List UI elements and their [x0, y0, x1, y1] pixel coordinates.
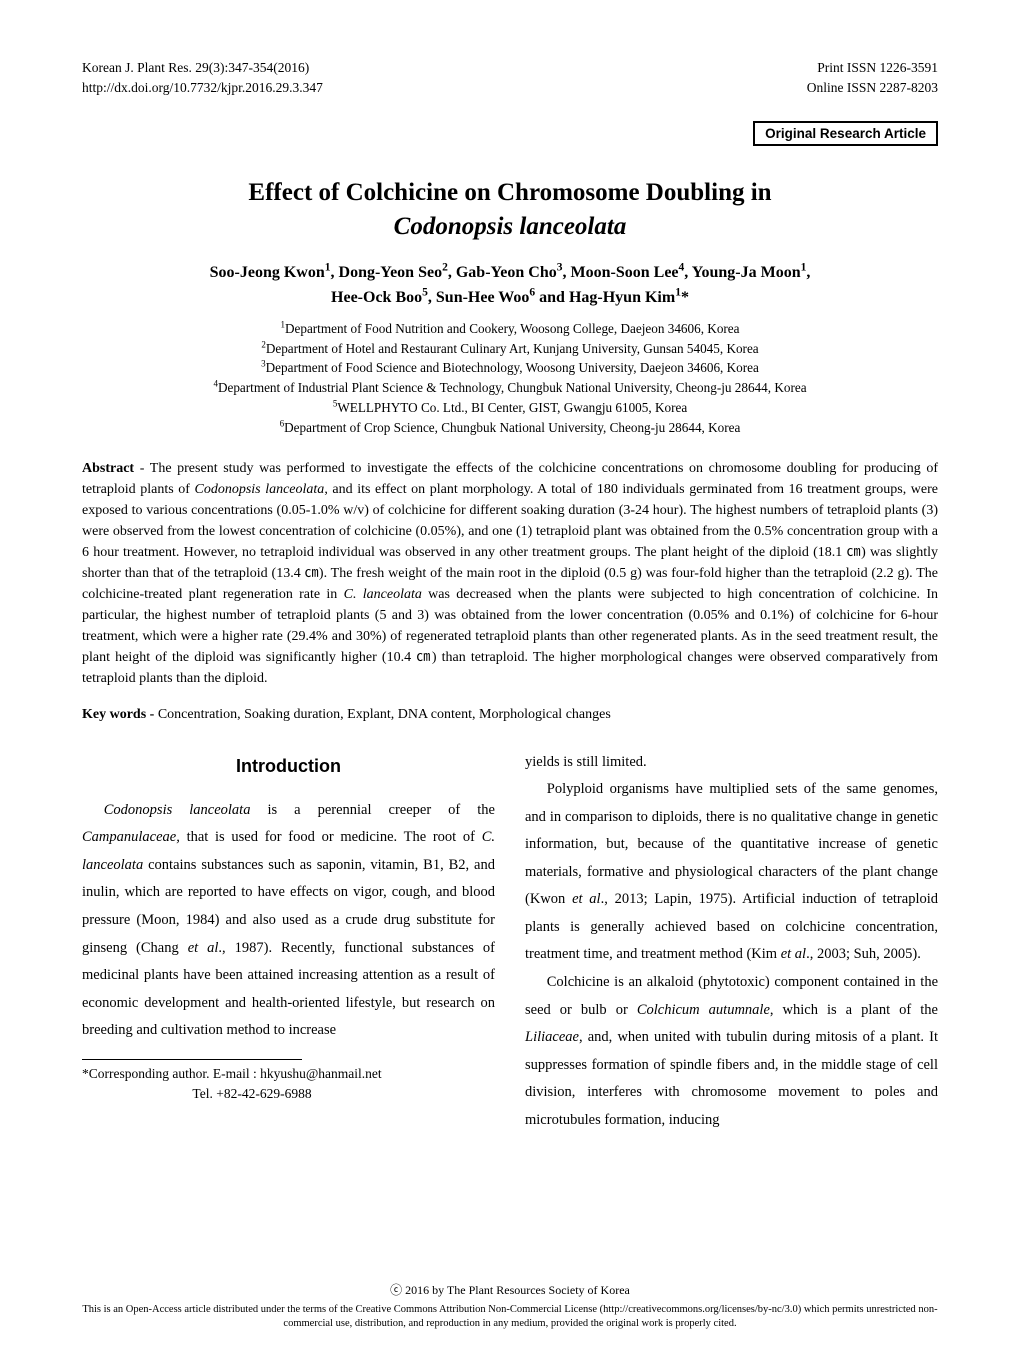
title-line2-species: Codonopsis lanceolata: [82, 210, 938, 244]
running-header: Korean J. Plant Res. 29(3):347-354(2016)…: [82, 58, 938, 97]
body-columns: Introduction Codonopsis lanceolata is a …: [82, 749, 938, 1135]
affil-6: 6Department of Crop Science, Chungbuk Na…: [82, 418, 938, 438]
affil-2: 2Department of Hotel and Restaurant Culi…: [82, 339, 938, 359]
left-column: Introduction Codonopsis lanceolata is a …: [82, 749, 495, 1105]
right-p2: Polyploid organisms have multiplied sets…: [525, 776, 938, 969]
corresponding-author: *Corresponding author. E-mail : hkyushu@…: [82, 1064, 495, 1105]
header-right: Print ISSN 1226-3591 Online ISSN 2287-82…: [807, 58, 938, 97]
affil-5: 5WELLPHYTO Co. Ltd., BI Center, GIST, Gw…: [82, 398, 938, 418]
print-issn: Print ISSN 1226-3591: [817, 58, 938, 78]
page: Korean J. Plant Res. 29(3):347-354(2016)…: [0, 0, 1020, 1361]
affil-4: 4Department of Industrial Plant Science …: [82, 378, 938, 398]
intro-p1: Codonopsis lanceolata is a perennial cre…: [82, 797, 495, 1045]
copyright-line: ⓒ 2016 by The Plant Resources Society of…: [82, 1282, 938, 1298]
page-footer: ⓒ 2016 by The Plant Resources Society of…: [82, 1282, 938, 1331]
abstract: Abstract - The present study was perform…: [82, 458, 938, 689]
right-column: yields is still limited. Polyploid organ…: [525, 749, 938, 1135]
abstract-label: Abstract: [82, 461, 134, 476]
online-issn: Online ISSN 2287-8203: [807, 78, 938, 98]
affiliations: 1Department of Food Nutrition and Cooker…: [82, 319, 938, 438]
corresponding-rule: [82, 1059, 302, 1060]
title-line1: Effect of Colchicine on Chromosome Doubl…: [82, 176, 938, 210]
author-list: Soo-Jeong Kwon1, Dong-Yeon Seo2, Gab-Yeo…: [82, 260, 938, 311]
doi-link[interactable]: http://dx.doi.org/10.7732/kjpr.2016.29.3…: [82, 78, 323, 98]
corresp-email: *Corresponding author. E-mail : hkyushu@…: [82, 1064, 495, 1084]
section-heading-introduction: Introduction: [82, 749, 495, 783]
authors-line2: Hee-Ock Boo5, Sun-Hee Woo6 and Hag-Hyun …: [82, 285, 938, 311]
abstract-text: - The present study was performed to inv…: [82, 461, 938, 686]
affil-3: 3Department of Food Science and Biotechn…: [82, 358, 938, 378]
journal-citation: Korean J. Plant Res. 29(3):347-354(2016): [82, 58, 323, 78]
right-p3: Colchicine is an alkaloid (phytotoxic) c…: [525, 969, 938, 1134]
article-title: Effect of Colchicine on Chromosome Doubl…: [82, 176, 938, 244]
keywords: Key words - Concentration, Soaking durat…: [82, 707, 938, 723]
authors-line1: Soo-Jeong Kwon1, Dong-Yeon Seo2, Gab-Yeo…: [82, 260, 938, 286]
header-left: Korean J. Plant Res. 29(3):347-354(2016)…: [82, 58, 323, 97]
corresp-tel: Tel. +82-42-629-6988: [82, 1084, 422, 1104]
article-type-badge: Original Research Article: [753, 121, 938, 146]
right-p1: yields is still limited.: [525, 749, 938, 777]
keywords-text: Concentration, Soaking duration, Explant…: [158, 707, 611, 722]
keywords-label: Key words -: [82, 707, 154, 722]
affil-1: 1Department of Food Nutrition and Cooker…: [82, 319, 938, 339]
license-line: This is an Open-Access article distribut…: [82, 1303, 938, 1331]
